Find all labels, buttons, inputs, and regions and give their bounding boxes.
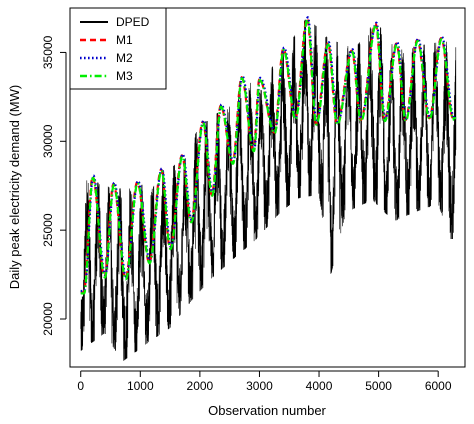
y-tick-label: 25000 bbox=[41, 213, 55, 247]
y-axis: 20000 25000 30000 35000 bbox=[41, 35, 67, 336]
x-tick-label: 5000 bbox=[365, 379, 392, 393]
series-layer bbox=[80, 16, 457, 361]
legend-label-dped: DPED bbox=[116, 15, 150, 29]
legend-label-m3: M3 bbox=[116, 69, 133, 83]
plot-frame bbox=[69, 7, 466, 368]
x-tick-label: 0 bbox=[77, 379, 84, 393]
y-axis-title: Daily peak electricity demand (MW) bbox=[7, 85, 22, 289]
y-tick-label: 20000 bbox=[41, 302, 55, 336]
series-m3 bbox=[80, 18, 457, 295]
legend: DPED M1 M2 M3 bbox=[69, 7, 167, 90]
x-tick-label: 6000 bbox=[425, 379, 452, 393]
x-tick-label: 1000 bbox=[127, 379, 154, 393]
x-tick-label: 4000 bbox=[306, 379, 333, 393]
x-axis-title: Observation number bbox=[208, 403, 326, 418]
legend-label-m2: M2 bbox=[116, 51, 133, 65]
x-tick-label: 3000 bbox=[246, 379, 273, 393]
x-axis: 0 1000 2000 3000 4000 5000 6000 bbox=[77, 370, 452, 393]
x-tick-label: 2000 bbox=[187, 379, 214, 393]
y-tick-label: 30000 bbox=[41, 124, 55, 158]
legend-label-m1: M1 bbox=[116, 33, 133, 47]
y-tick-label: 35000 bbox=[41, 35, 55, 69]
